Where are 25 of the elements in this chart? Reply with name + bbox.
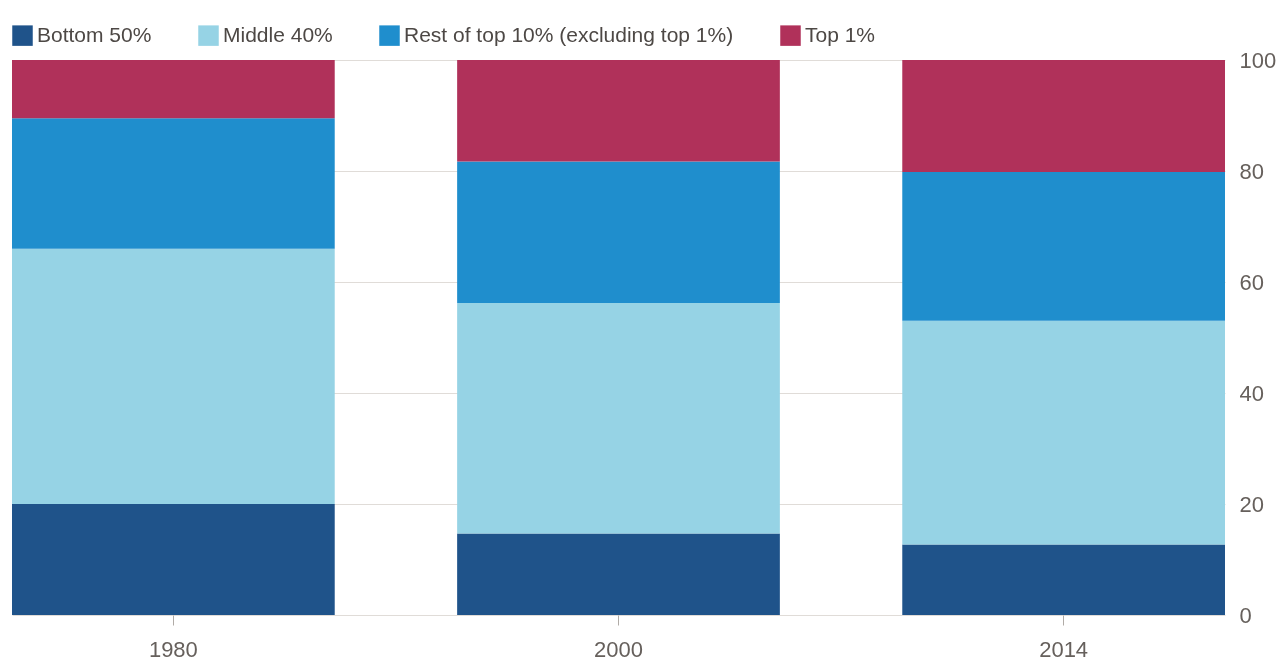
legend-label: Middle 40% <box>223 22 333 46</box>
y-tick-label: 60 <box>1239 269 1264 295</box>
bar <box>12 504 335 615</box>
y-tick-label: 40 <box>1239 380 1264 406</box>
x-tick-label: 2014 <box>1039 636 1089 662</box>
legend-label: Rest of top 10% (excluding top 1%) <box>404 22 734 46</box>
bar <box>12 118 335 249</box>
bar <box>457 533 780 615</box>
bar <box>457 60 780 162</box>
x-tick-label: 2000 <box>594 636 643 662</box>
bar <box>902 60 1225 173</box>
legend-label: Top 1% <box>805 22 876 46</box>
bar <box>902 544 1225 615</box>
y-tick-label: 0 <box>1239 602 1252 628</box>
bar <box>457 303 780 534</box>
y-tick-label: 100 <box>1239 47 1277 73</box>
y-tick-label: 20 <box>1239 491 1264 517</box>
x-tick-label: 1980 <box>148 636 198 662</box>
legend-label: Bottom 50% <box>37 22 152 46</box>
bar <box>902 172 1225 321</box>
bar <box>12 60 335 119</box>
bar <box>12 248 335 504</box>
bar <box>457 161 780 304</box>
y-tick-label: 80 <box>1239 158 1264 184</box>
bar <box>902 320 1225 545</box>
